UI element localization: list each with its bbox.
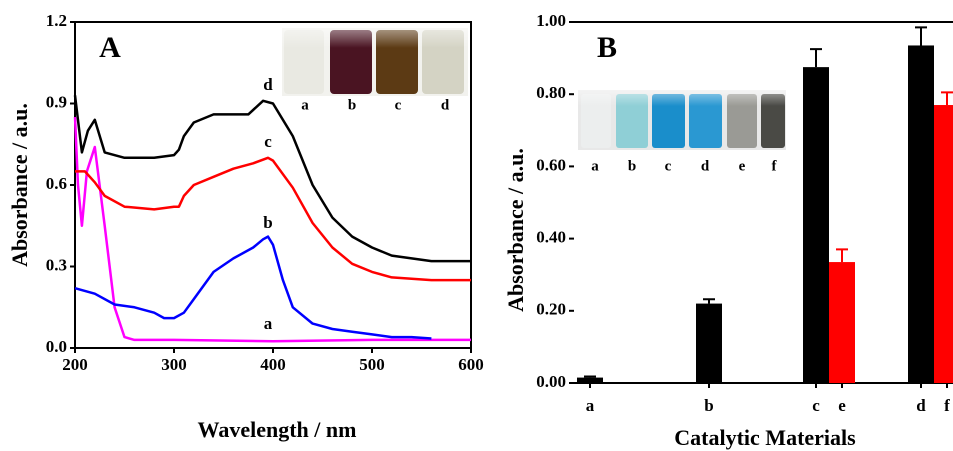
inset-label: b [348,97,356,113]
y-tick-label: 0.00 [536,372,566,391]
error-bar [703,298,715,304]
x-tick-label: a [586,396,595,415]
error-bar [836,248,848,263]
y-tick-label: 0.40 [536,228,566,247]
spectrum-line [73,95,471,263]
error-bar [915,26,927,46]
y-tick-label: 0.6 [46,174,67,193]
curve-label: d [263,75,273,94]
bar [696,303,722,383]
x-tick-label: f [944,396,950,415]
inset-label: e [739,158,746,174]
y-tick-label: 1.2 [46,11,67,30]
y-tick-label: 0.20 [536,300,566,319]
inset-label: c [665,158,672,174]
error-bar [941,91,953,106]
y-tick-label: 1.00 [536,11,566,30]
inset-label: c [395,97,402,113]
curve-label: b [263,213,272,232]
inset-label: a [591,158,599,174]
bar [829,262,855,383]
spectrum-line [75,156,471,282]
y-axis-title: Absorbance / a.u. [503,148,528,312]
inset-photo-b [578,90,786,150]
bar [803,67,829,383]
axis-frame [574,21,953,384]
y-tick-label: 0.0 [46,337,67,356]
bar [908,45,934,384]
inset-label: a [301,97,309,113]
x-tick-label: d [916,396,926,415]
inset-label: f [772,158,778,174]
y-tick-label: 0.9 [46,92,67,111]
spectrum-line [74,235,432,340]
y-tick-label: 0.80 [536,83,566,102]
y-tick-label: 0.60 [536,155,566,174]
y-axis-title: Absorbance / a.u. [7,103,32,267]
error-bar [584,375,596,378]
x-tick-label: 400 [260,355,286,374]
inset-label: d [701,158,710,174]
x-tick-label: 500 [359,355,385,374]
x-tick-label: b [704,396,713,415]
bar [934,105,953,383]
curve-label: a [264,314,273,333]
x-axis-title: Wavelength / nm [198,417,357,442]
inset-label: b [628,158,636,174]
inset-label: d [441,97,450,113]
panel-label: A [99,31,121,64]
panel-label: B [597,31,617,64]
x-tick-label: 600 [458,355,484,374]
inset-photo-a [282,28,468,96]
x-axis-title: Catalytic Materials [674,425,856,450]
bar [577,377,603,383]
spectrum-line [73,117,471,343]
y-tick-label: 0.3 [46,255,67,274]
x-tick-label: 200 [62,355,88,374]
error-bar [810,48,822,68]
x-tick-label: 300 [161,355,187,374]
x-tick-label: c [812,396,820,415]
x-tick-label: e [838,396,846,415]
curve-label: c [264,132,272,151]
